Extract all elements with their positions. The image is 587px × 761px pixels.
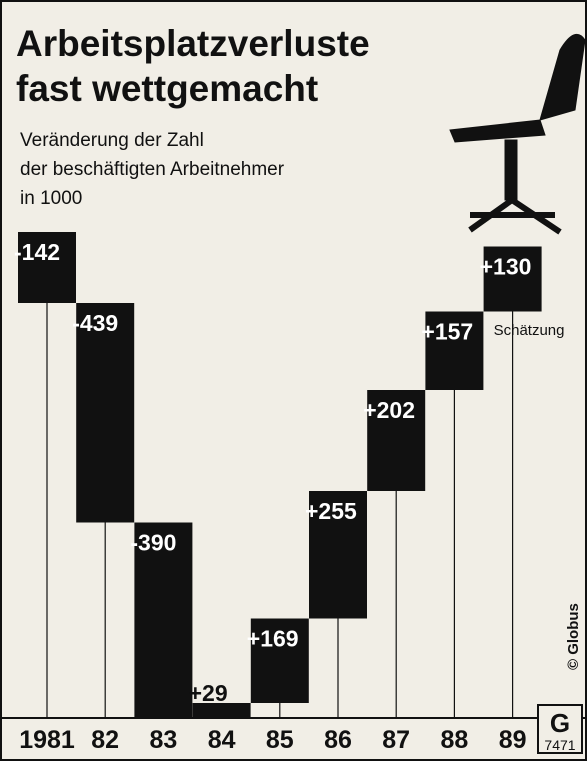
value-label: -390 [130, 530, 176, 556]
annotation: Schätzung [494, 322, 565, 339]
value-label: -142 [14, 239, 60, 265]
x-tick-label: 84 [208, 726, 236, 754]
chart: Arbeitsplatzverluste fast wettgemacht Ve… [0, 0, 587, 761]
subtitle: der beschäftigten Arbeitnehmer [20, 159, 285, 180]
code: 7471 [544, 737, 575, 753]
chart-title: fast wettgemacht [16, 68, 318, 109]
x-tick-label: 89 [499, 726, 527, 754]
subtitle: Veränderung der Zahl [20, 130, 204, 151]
x-tick-label: 86 [324, 726, 352, 754]
x-tick-label: 88 [440, 726, 468, 754]
value-label: +202 [363, 397, 415, 423]
logo: G [550, 708, 570, 738]
source: © Globus [565, 603, 582, 670]
code-box: G 7471 [538, 705, 582, 753]
value-label: -439 [72, 310, 118, 336]
subtitle: in 1000 [20, 188, 82, 209]
value-label: +255 [305, 498, 357, 524]
x-tick-label: 1981 [19, 726, 75, 754]
value-label: +29 [189, 680, 228, 706]
x-tick-label: 82 [91, 726, 119, 754]
value-label: +169 [247, 626, 299, 652]
value-label: +130 [480, 254, 532, 280]
x-tick-label: 87 [382, 726, 410, 754]
x-tick-label: 83 [149, 726, 177, 754]
x-tick-label: 85 [266, 726, 294, 754]
chart-title: Arbeitsplatzverluste [16, 23, 370, 64]
value-label: +157 [421, 319, 473, 345]
